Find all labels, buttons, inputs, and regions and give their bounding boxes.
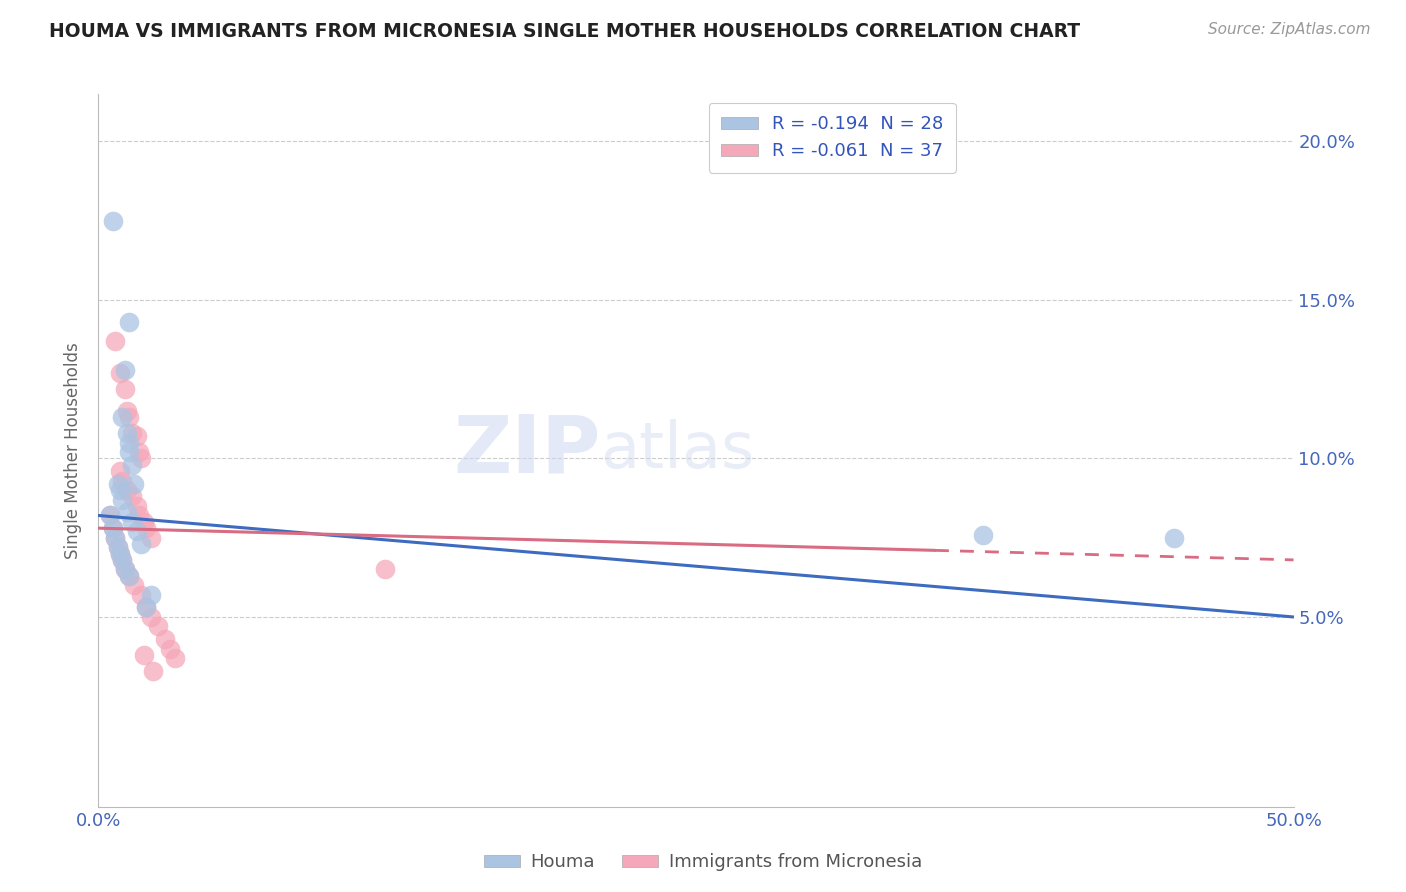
Point — [132, 515, 155, 529]
Point — [114, 562, 136, 576]
Point — [121, 458, 143, 472]
Point — [972, 527, 994, 541]
Text: HOUMA VS IMMIGRANTS FROM MICRONESIA SINGLE MOTHER HOUSEHOLDS CORRELATION CHART: HOUMA VS IMMIGRANTS FROM MICRONESIA SING… — [49, 22, 1080, 41]
Point — [125, 429, 148, 443]
Point — [131, 537, 153, 551]
Text: Source: ZipAtlas.com: Source: ZipAtlas.com — [1208, 22, 1371, 37]
Point — [118, 568, 141, 582]
Point — [135, 600, 157, 615]
Point — [125, 499, 148, 513]
Point — [121, 490, 143, 504]
Text: atlas: atlas — [600, 419, 755, 482]
Point — [115, 483, 138, 497]
Point — [111, 553, 134, 567]
Point — [115, 425, 138, 440]
Point — [118, 410, 141, 425]
Point — [118, 435, 141, 450]
Point — [131, 451, 153, 466]
Point — [125, 524, 148, 539]
Point — [108, 547, 131, 561]
Point — [163, 651, 186, 665]
Point — [111, 474, 134, 488]
Point — [155, 632, 177, 647]
Point — [111, 410, 134, 425]
Point — [101, 521, 124, 535]
Point — [104, 531, 127, 545]
Point — [139, 610, 162, 624]
Point — [132, 648, 155, 662]
Point — [128, 445, 150, 459]
Text: ZIP: ZIP — [453, 411, 600, 490]
Point — [114, 362, 136, 376]
Point — [118, 315, 141, 329]
Point — [114, 382, 136, 396]
Point — [108, 483, 131, 497]
Point — [111, 492, 134, 507]
Legend: R = -0.194  N = 28, R = -0.061  N = 37: R = -0.194 N = 28, R = -0.061 N = 37 — [709, 103, 956, 173]
Point — [118, 445, 141, 459]
Point — [108, 464, 131, 478]
Point — [148, 619, 170, 633]
Point — [118, 568, 141, 582]
Point — [101, 213, 124, 227]
Point — [104, 531, 127, 545]
Point — [374, 562, 396, 576]
Point — [107, 476, 129, 491]
Point — [135, 600, 157, 615]
Y-axis label: Single Mother Households: Single Mother Households — [65, 343, 83, 558]
Point — [131, 588, 153, 602]
Point — [98, 508, 122, 523]
Point — [135, 521, 157, 535]
Point — [114, 562, 136, 576]
Point — [107, 540, 129, 554]
Point — [1163, 531, 1185, 545]
Point — [124, 578, 146, 592]
Point — [108, 547, 131, 561]
Point — [124, 476, 146, 491]
Point — [121, 515, 143, 529]
Point — [108, 366, 131, 380]
Point — [104, 334, 127, 348]
Point — [139, 531, 162, 545]
Point — [111, 553, 134, 567]
Point — [101, 521, 124, 535]
Legend: Houma, Immigrants from Micronesia: Houma, Immigrants from Micronesia — [477, 847, 929, 879]
Point — [115, 404, 138, 418]
Point — [139, 588, 162, 602]
Point — [115, 505, 138, 519]
Point — [121, 425, 143, 440]
Point — [98, 508, 122, 523]
Point — [142, 664, 165, 678]
Point — [159, 641, 181, 656]
Point — [128, 508, 150, 523]
Point — [107, 540, 129, 554]
